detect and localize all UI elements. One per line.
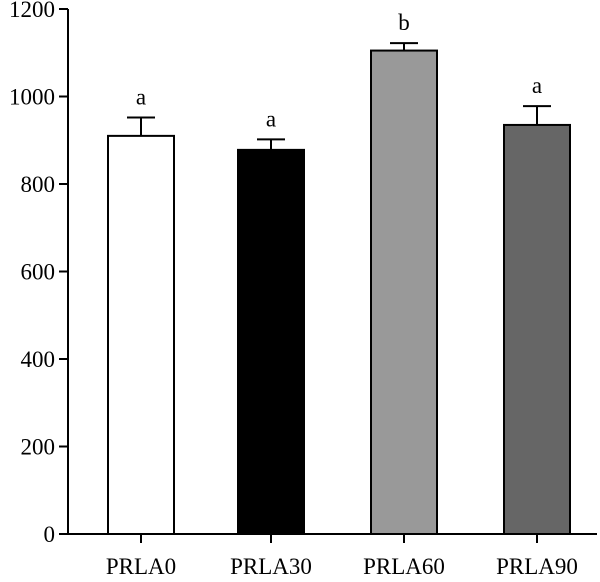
bar (107, 134, 175, 535)
y-tick-label: 0 (44, 522, 56, 547)
significance-label: a (136, 85, 146, 110)
x-tick-label: PRLA60 (363, 554, 445, 577)
y-tick-label: 400 (21, 347, 56, 372)
significance-label: a (266, 106, 276, 131)
x-tick-label: PRLA0 (106, 554, 176, 577)
significance-label: a (532, 73, 542, 98)
bar (503, 123, 571, 535)
error-bars (127, 42, 551, 150)
x-tick-label: PRLA90 (496, 554, 578, 577)
x-axis: PRLA0 PRLA30 PRLA60 PRLA90 (59, 533, 597, 579)
significance-label: b (398, 10, 410, 35)
y-tick-label: 1200 (9, 0, 55, 22)
y-tick-label: 1000 (9, 85, 55, 110)
bar (237, 148, 305, 535)
significance-labels: a a b a (136, 10, 542, 131)
y-tick-label: 200 (21, 435, 56, 460)
x-tick-label: PRLA30 (230, 554, 312, 577)
y-axis: 0 200 400 600 800 1000 1200 (9, 0, 69, 547)
bar (370, 49, 438, 535)
bars (107, 49, 571, 535)
y-tick-label: 600 (21, 260, 56, 285)
y-tick-label: 800 (21, 172, 56, 197)
